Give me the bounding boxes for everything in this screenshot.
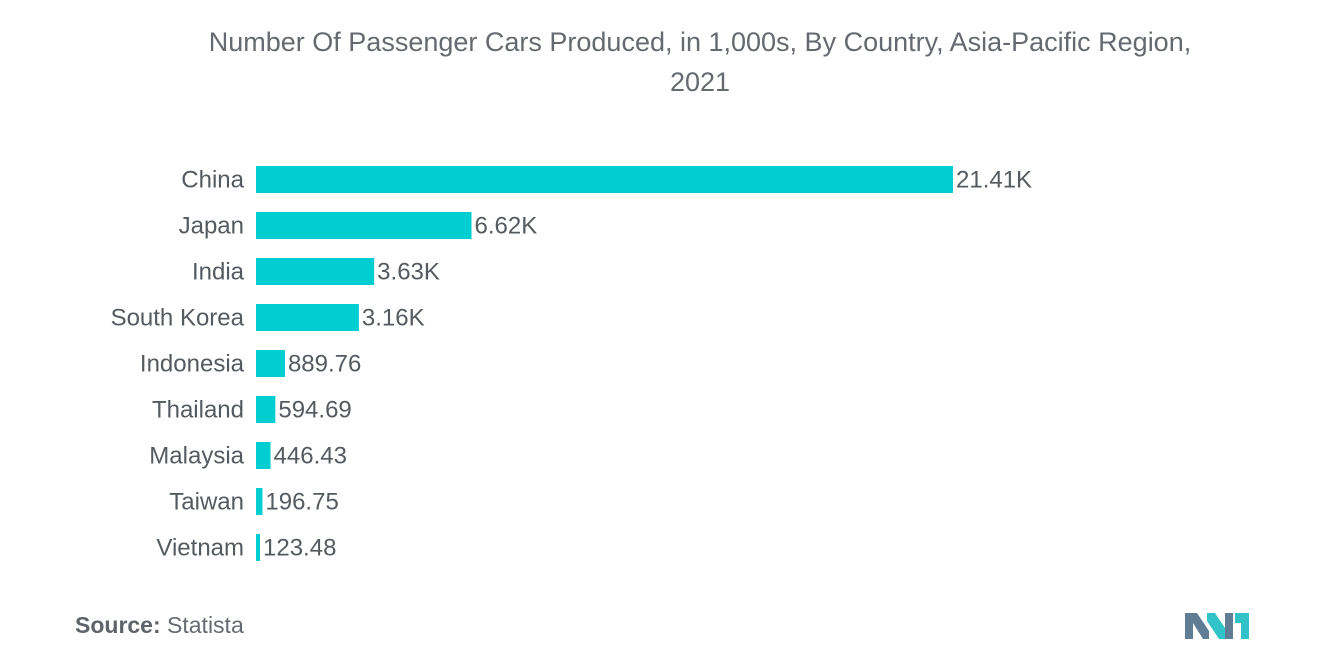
category-label: Japan <box>179 213 244 240</box>
value-label: 3.16K <box>362 305 425 332</box>
bar <box>256 534 261 561</box>
source-label: Source: <box>75 612 161 638</box>
value-label: 3.63K <box>377 259 440 286</box>
value-label: 889.76 <box>288 351 361 378</box>
category-label: China <box>181 167 244 194</box>
bar <box>256 488 263 515</box>
chart-title-line-2: 2021 <box>669 67 731 97</box>
category-label: Taiwan <box>169 489 244 516</box>
logo-middle-shape <box>1207 613 1227 639</box>
source-value: Statista <box>167 612 244 638</box>
value-label: 196.75 <box>265 489 338 516</box>
bar <box>256 350 285 377</box>
value-label: 446.43 <box>274 443 347 470</box>
logo-left-shape <box>1185 613 1209 639</box>
bar <box>256 212 472 239</box>
category-label: Vietnam <box>156 535 244 562</box>
bar <box>256 304 359 331</box>
bar <box>256 442 271 469</box>
bar <box>256 396 276 423</box>
category-label: Indonesia <box>140 351 245 378</box>
value-label: 21.41K <box>956 167 1032 194</box>
mordor-intelligence-logo-icon <box>1185 613 1249 639</box>
category-label: Thailand <box>152 397 244 424</box>
value-label: 6.62K <box>475 213 538 240</box>
value-label: 123.48 <box>263 535 336 562</box>
bar-chart: China 21.41K Japan 6.62K India 3.63K South Kor… <box>111 166 1032 562</box>
logo-right-accent <box>1235 613 1249 639</box>
bar <box>256 166 953 193</box>
category-label: India <box>192 259 245 286</box>
logo-right-shape <box>1225 613 1233 639</box>
source-note: Source: Statista <box>75 612 244 639</box>
bar <box>256 258 375 285</box>
chart-title: Number Of Passenger Cars Produced, in 1,… <box>60 22 1320 102</box>
category-label: South Korea <box>111 305 245 332</box>
chart-title-line-1: Number Of Passenger Cars Produced, in 1,… <box>208 27 1192 57</box>
value-label: 594.69 <box>278 397 351 424</box>
category-label: Malaysia <box>149 443 244 470</box>
